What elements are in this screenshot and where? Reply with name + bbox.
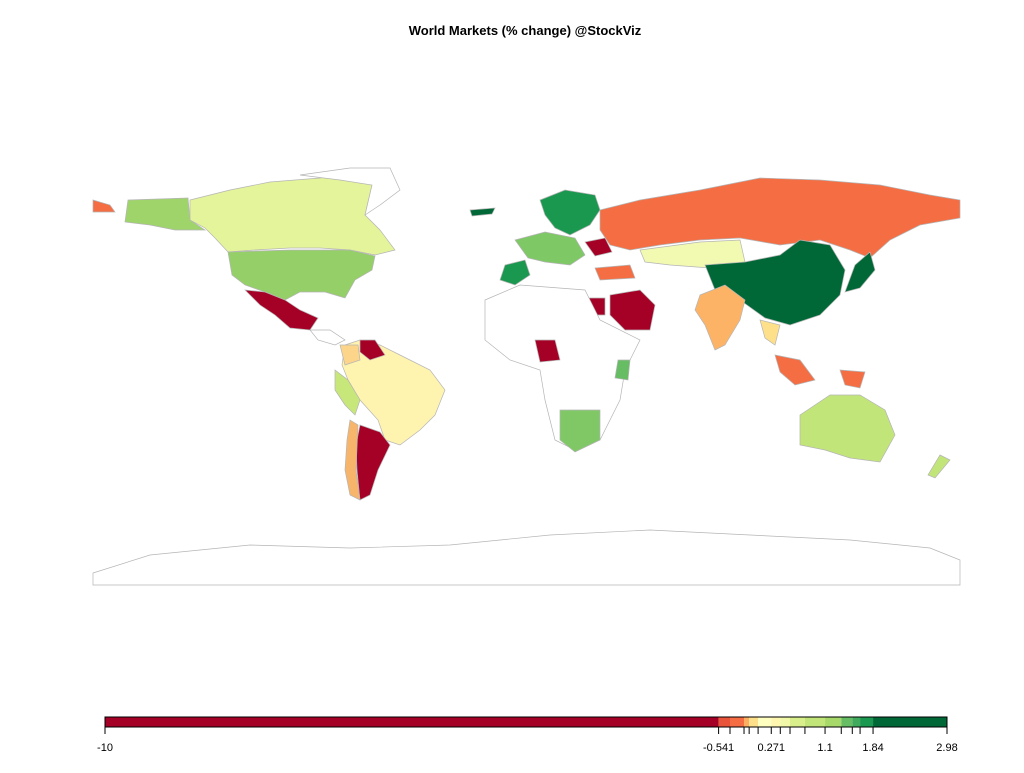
color-segment bbox=[873, 717, 947, 727]
land bbox=[514, 231, 586, 266]
land bbox=[799, 394, 896, 463]
tick-label: 2.98 bbox=[936, 742, 957, 754]
land bbox=[244, 289, 319, 331]
land bbox=[344, 419, 361, 501]
color-segment bbox=[105, 717, 719, 727]
land bbox=[584, 237, 613, 257]
world-map bbox=[92, 167, 961, 586]
legend: -10 -0.541 0.271 1.1 1.84 2.98 bbox=[97, 716, 958, 754]
tick-label: 1.1 bbox=[817, 742, 832, 754]
land bbox=[774, 354, 816, 386]
color-segment bbox=[771, 717, 781, 727]
land bbox=[309, 329, 346, 346]
land bbox=[359, 339, 386, 361]
land bbox=[92, 529, 961, 586]
land bbox=[92, 199, 116, 213]
color-segment bbox=[718, 717, 731, 727]
tick-label: 0.271 bbox=[758, 742, 786, 754]
color-segment bbox=[860, 717, 874, 727]
color-segment bbox=[804, 717, 826, 727]
color-segment bbox=[841, 717, 853, 727]
land bbox=[499, 259, 531, 286]
land bbox=[609, 289, 656, 331]
land bbox=[469, 207, 496, 217]
tick-label: -10 bbox=[97, 742, 113, 754]
land bbox=[534, 339, 561, 363]
land bbox=[299, 167, 401, 216]
color-segment bbox=[790, 717, 805, 727]
land bbox=[759, 319, 781, 346]
tick-label: -0.541 bbox=[703, 742, 734, 754]
tick-label: 1.84 bbox=[862, 742, 883, 754]
land bbox=[599, 177, 961, 259]
land bbox=[927, 454, 951, 479]
land bbox=[539, 189, 601, 236]
color-segment bbox=[758, 717, 772, 727]
land bbox=[614, 359, 631, 381]
legend-frame bbox=[104, 716, 948, 728]
land bbox=[694, 284, 746, 351]
land bbox=[124, 197, 207, 231]
color-segment bbox=[825, 717, 842, 727]
color-segment bbox=[730, 717, 745, 727]
land bbox=[339, 344, 361, 366]
land bbox=[227, 249, 376, 301]
color-segment bbox=[852, 717, 861, 727]
land bbox=[594, 264, 636, 281]
land bbox=[559, 409, 601, 453]
land bbox=[189, 171, 396, 256]
land bbox=[844, 251, 876, 293]
color-segment bbox=[744, 717, 750, 727]
color-segment bbox=[749, 717, 759, 727]
chart-title: World Markets (% change) @StockViz bbox=[409, 23, 642, 38]
color-segment bbox=[780, 717, 791, 727]
land bbox=[839, 369, 866, 389]
land bbox=[334, 369, 361, 416]
